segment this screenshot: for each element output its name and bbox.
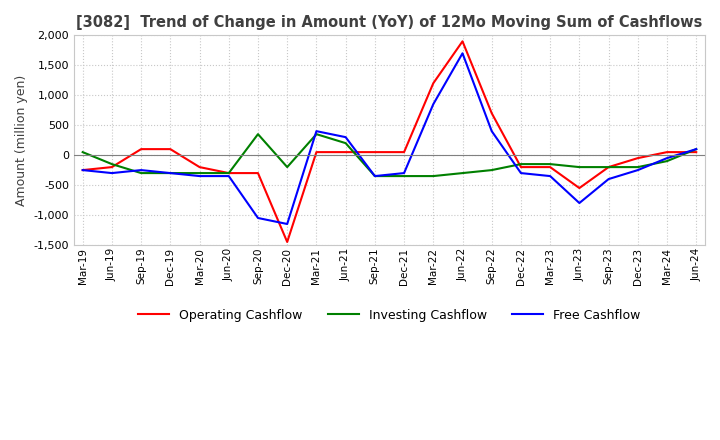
Free Cashflow [107,170,116,176]
Operating Cashflow [341,150,350,155]
Investing Cashflow [517,161,526,167]
Investing Cashflow [371,173,379,179]
Operating Cashflow [546,165,554,170]
Y-axis label: Amount (million yen): Amount (million yen) [15,74,28,206]
Investing Cashflow [225,170,233,176]
Investing Cashflow [283,165,292,170]
Free Cashflow [225,173,233,179]
Investing Cashflow [312,132,320,137]
Title: [3082]  Trend of Change in Amount (YoY) of 12Mo Moving Sum of Cashflows: [3082] Trend of Change in Amount (YoY) o… [76,15,703,30]
Operating Cashflow [429,81,438,86]
Free Cashflow [137,168,145,173]
Line: Investing Cashflow: Investing Cashflow [83,134,696,176]
Operating Cashflow [634,155,642,161]
Investing Cashflow [195,170,204,176]
Investing Cashflow [107,161,116,167]
Investing Cashflow [78,150,87,155]
Operating Cashflow [166,147,175,152]
Investing Cashflow [253,132,262,137]
Legend: Operating Cashflow, Investing Cashflow, Free Cashflow: Operating Cashflow, Investing Cashflow, … [133,304,646,327]
Investing Cashflow [341,140,350,146]
Operating Cashflow [487,110,496,116]
Operating Cashflow [253,170,262,176]
Free Cashflow [166,170,175,176]
Operating Cashflow [604,165,613,170]
Operating Cashflow [283,239,292,245]
Free Cashflow [517,170,526,176]
Free Cashflow [429,102,438,107]
Free Cashflow [692,147,701,152]
Operating Cashflow [78,168,87,173]
Operating Cashflow [371,150,379,155]
Operating Cashflow [400,150,408,155]
Operating Cashflow [107,165,116,170]
Operating Cashflow [137,147,145,152]
Free Cashflow [575,200,584,205]
Investing Cashflow [575,165,584,170]
Free Cashflow [604,176,613,182]
Free Cashflow [371,173,379,179]
Free Cashflow [283,221,292,227]
Operating Cashflow [195,165,204,170]
Investing Cashflow [400,173,408,179]
Free Cashflow [400,170,408,176]
Free Cashflow [312,128,320,134]
Investing Cashflow [662,158,671,164]
Free Cashflow [634,168,642,173]
Operating Cashflow [225,170,233,176]
Investing Cashflow [604,165,613,170]
Free Cashflow [487,128,496,134]
Investing Cashflow [692,147,701,152]
Investing Cashflow [634,165,642,170]
Free Cashflow [341,135,350,140]
Free Cashflow [662,155,671,161]
Investing Cashflow [487,168,496,173]
Line: Operating Cashflow: Operating Cashflow [83,41,696,242]
Free Cashflow [458,51,467,56]
Free Cashflow [195,173,204,179]
Operating Cashflow [517,165,526,170]
Operating Cashflow [458,39,467,44]
Investing Cashflow [546,161,554,167]
Investing Cashflow [166,170,175,176]
Investing Cashflow [429,173,438,179]
Free Cashflow [253,215,262,220]
Free Cashflow [78,168,87,173]
Investing Cashflow [137,170,145,176]
Line: Free Cashflow: Free Cashflow [83,53,696,224]
Operating Cashflow [662,150,671,155]
Operating Cashflow [575,185,584,191]
Operating Cashflow [312,150,320,155]
Investing Cashflow [458,170,467,176]
Operating Cashflow [692,150,701,155]
Free Cashflow [546,173,554,179]
